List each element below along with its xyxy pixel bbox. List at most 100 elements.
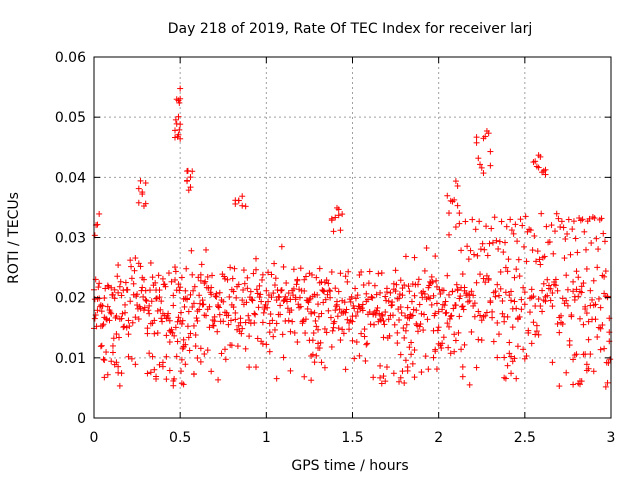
data-point <box>507 216 514 223</box>
data-point <box>567 251 574 258</box>
data-point <box>589 296 596 303</box>
data-point <box>373 307 380 314</box>
data-point <box>605 359 612 366</box>
data-point <box>313 323 320 330</box>
data-point <box>477 161 484 168</box>
data-point <box>97 303 104 310</box>
data-point <box>163 332 170 339</box>
data-point <box>451 196 458 203</box>
data-point <box>445 344 452 351</box>
data-point <box>185 334 192 341</box>
data-point <box>361 333 368 340</box>
data-point <box>152 279 159 286</box>
data-point <box>591 215 598 222</box>
data-point <box>499 310 506 317</box>
data-point <box>459 303 466 310</box>
data-point <box>503 223 510 230</box>
data-point <box>202 278 209 285</box>
data-point <box>422 353 429 360</box>
data-point <box>495 292 502 299</box>
data-point <box>113 330 120 337</box>
data-point <box>537 261 544 268</box>
data-point <box>459 373 466 380</box>
data-point <box>446 323 453 330</box>
data-point <box>309 351 316 358</box>
data-point <box>178 320 185 327</box>
data-point <box>514 316 521 323</box>
data-point <box>459 363 466 370</box>
data-point <box>144 370 151 377</box>
data-point <box>399 368 406 375</box>
data-point <box>344 278 351 285</box>
data-point <box>176 126 183 133</box>
data-point <box>497 285 504 292</box>
data-point <box>441 302 448 309</box>
data-point <box>246 364 253 371</box>
axes: 0 0.01 0.02 0.03 0.04 0.05 0.06 0 0.5 1 1.5 2 2.5 3 <box>55 50 616 446</box>
data-point <box>454 202 461 209</box>
data-point <box>386 332 393 339</box>
data-point <box>252 266 259 273</box>
data-point <box>149 353 156 360</box>
data-point <box>464 243 471 250</box>
data-point <box>181 303 188 310</box>
data-point <box>154 307 161 314</box>
data-point <box>383 364 390 371</box>
data-point <box>565 216 572 223</box>
data-point <box>471 313 478 320</box>
data-point <box>477 246 484 253</box>
data-point <box>404 304 411 311</box>
data-point <box>538 210 545 217</box>
data-point <box>196 292 203 299</box>
data-point <box>159 275 166 282</box>
data-point <box>301 276 308 283</box>
data-point <box>128 355 135 362</box>
data-point <box>339 326 346 333</box>
data-point <box>428 301 435 308</box>
data-point <box>147 259 154 266</box>
data-point <box>356 352 363 359</box>
data-point <box>214 328 221 335</box>
data-point <box>184 295 191 302</box>
data-point <box>559 321 566 328</box>
data-point <box>290 292 297 299</box>
data-point <box>394 295 401 302</box>
data-point <box>534 248 541 255</box>
data-point <box>497 268 504 275</box>
data-point <box>402 253 409 260</box>
data-point <box>197 345 204 352</box>
data-point <box>265 269 272 276</box>
data-point <box>499 297 506 304</box>
data-point <box>569 226 576 233</box>
data-point <box>240 267 247 274</box>
data-point <box>222 356 229 363</box>
data-point <box>170 292 177 299</box>
data-point <box>552 276 559 283</box>
data-point <box>433 283 440 290</box>
data-point <box>549 303 556 310</box>
data-point <box>564 286 571 293</box>
data-point <box>192 343 199 350</box>
data-point <box>514 238 521 245</box>
data-point <box>594 334 601 341</box>
data-point <box>530 293 537 300</box>
data-point <box>356 271 363 278</box>
data-point <box>340 330 347 337</box>
data-point <box>228 317 235 324</box>
data-point <box>430 354 437 361</box>
data-point <box>406 288 413 295</box>
data-point <box>330 228 337 235</box>
data-point <box>271 282 278 289</box>
data-point <box>235 322 242 329</box>
x-tick-label: 0 <box>90 430 99 446</box>
data-point <box>461 287 468 294</box>
data-point <box>598 215 605 222</box>
data-point <box>392 288 399 295</box>
data-point <box>309 271 316 278</box>
data-point <box>587 287 594 294</box>
data-point <box>427 295 434 302</box>
data-point <box>402 312 409 319</box>
data-point <box>108 284 115 291</box>
data-point <box>192 332 199 339</box>
data-point <box>483 272 490 279</box>
